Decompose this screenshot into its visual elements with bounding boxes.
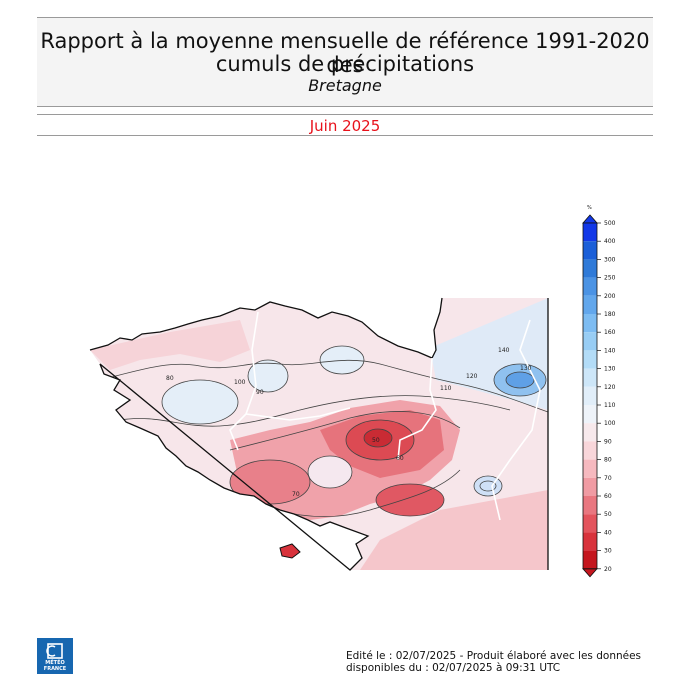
contour-lines: [99, 345, 548, 517]
scale-label: 500: [604, 220, 616, 227]
contour-label: 50: [372, 437, 380, 444]
scale-label: 300: [604, 256, 616, 263]
scale-color-block: [583, 314, 597, 333]
scale-color-block: [583, 441, 597, 460]
scale-label: 130: [604, 366, 616, 373]
scale-unit: %: [587, 205, 592, 211]
logo-line2: FRANCE: [43, 666, 67, 672]
scale-color-block: [583, 332, 597, 351]
footer-line1: Edité le : 02/07/2025 - Produit élaboré …: [346, 650, 642, 662]
title-panel: Rapport à la moyenne mensuelle de référe…: [37, 17, 653, 107]
contour-label: 140: [498, 347, 510, 354]
scale-label: 50: [604, 511, 612, 518]
color-scale-bar: % 500 400 300 250 200 180 160 140 130 120 110 100 90…: [582, 205, 616, 578]
scale-blocks: [582, 214, 601, 578]
scale-labels: 500 400 300 250 200 180 160 140 130 120 110 100 90 80…: [604, 220, 616, 573]
scale-label: 400: [604, 238, 616, 245]
contour-label: 100: [234, 379, 246, 386]
scale-label: 110: [604, 402, 616, 409]
coastline: [89, 297, 549, 571]
zone-red-southeast: [376, 484, 444, 516]
scale-color-block: [583, 423, 597, 442]
contour-label: 70: [292, 491, 300, 498]
scale-color-block: [583, 459, 597, 478]
region-subtitle: Bretagne: [308, 76, 382, 95]
contour-label: 110: [440, 385, 452, 392]
scale-label: 120: [604, 384, 616, 391]
footer-note: Edité le : 02/07/2025 - Produit élaboré …: [346, 650, 641, 674]
zone-red-sw: [230, 460, 310, 504]
scale-label: 200: [604, 293, 616, 300]
scale-label: 140: [604, 347, 616, 354]
zone-blue-core: [506, 372, 534, 388]
belle-ile-island: [279, 543, 301, 559]
scale-label: 160: [604, 329, 616, 336]
scale-label: 20: [604, 566, 612, 573]
scale-label: 70: [604, 475, 612, 482]
scale-label: 90: [604, 438, 612, 445]
scale-label: 250: [604, 275, 616, 282]
contour-label: 130: [520, 365, 532, 372]
zone-light-center: [308, 456, 352, 488]
period-panel: Juin 2025: [37, 114, 653, 136]
map-title-line2: cumuls de précipitations: [215, 52, 475, 76]
contour-label: 60: [396, 455, 404, 462]
scale-label: 80: [604, 457, 612, 464]
scale-color-block: [583, 550, 597, 569]
scale-color-block: [583, 496, 597, 515]
contour-label-group: 80 90 100 110 120 130 140 70 60 50: [166, 347, 532, 498]
zone-blue-center: [248, 360, 288, 392]
logo-line1: MÉTÉO: [45, 660, 65, 666]
scale-color-block: [583, 532, 597, 551]
zone-blue-north: [320, 346, 364, 374]
scale-color-block: [583, 350, 597, 369]
contour-label: 120: [466, 373, 478, 380]
contour-label: 90: [256, 389, 264, 396]
scale-label: 180: [604, 311, 616, 318]
scale-label: 100: [604, 420, 616, 427]
scale-color-block: [583, 405, 597, 424]
scale-label: 40: [604, 529, 612, 536]
meteo-france-logo: MÉTÉO FRANCE: [37, 638, 73, 674]
scale-color-block: [583, 259, 597, 278]
footer-line2: disponibles du : 02/07/2025 à 09:31 UTC: [346, 662, 561, 674]
department-borders: [229, 311, 541, 521]
precipitation-map: 80 90 100 110 120 130 140 70 60 50: [89, 297, 549, 571]
scale-arrow-bottom: [582, 568, 598, 578]
scale-color-block: [583, 477, 597, 496]
scale-arrow-top: [582, 214, 598, 224]
zone-red-deepest: [364, 429, 392, 447]
scale-frame: [582, 222, 598, 570]
map-title-line1: Rapport à la moyenne mensuelle de référe…: [40, 29, 650, 77]
scale-color-block: [583, 277, 597, 296]
period-label: Juin 2025: [309, 117, 381, 135]
scale-color-block: [583, 241, 597, 260]
scale-color-block: [583, 295, 597, 314]
zone-blue-west: [162, 380, 238, 424]
scale-color-block: [583, 368, 597, 387]
scale-color-block: [583, 223, 597, 242]
logo-emblem-icon: [46, 643, 63, 659]
map-fill-layer: [90, 298, 548, 570]
zone-south-border: [360, 490, 548, 570]
scale-color-block: [583, 514, 597, 533]
scale-label: 30: [604, 548, 612, 555]
scale-label: 60: [604, 493, 612, 500]
zone-north-west: [90, 320, 250, 370]
scale-color-block: [583, 386, 597, 405]
contour-label: 80: [166, 375, 174, 382]
